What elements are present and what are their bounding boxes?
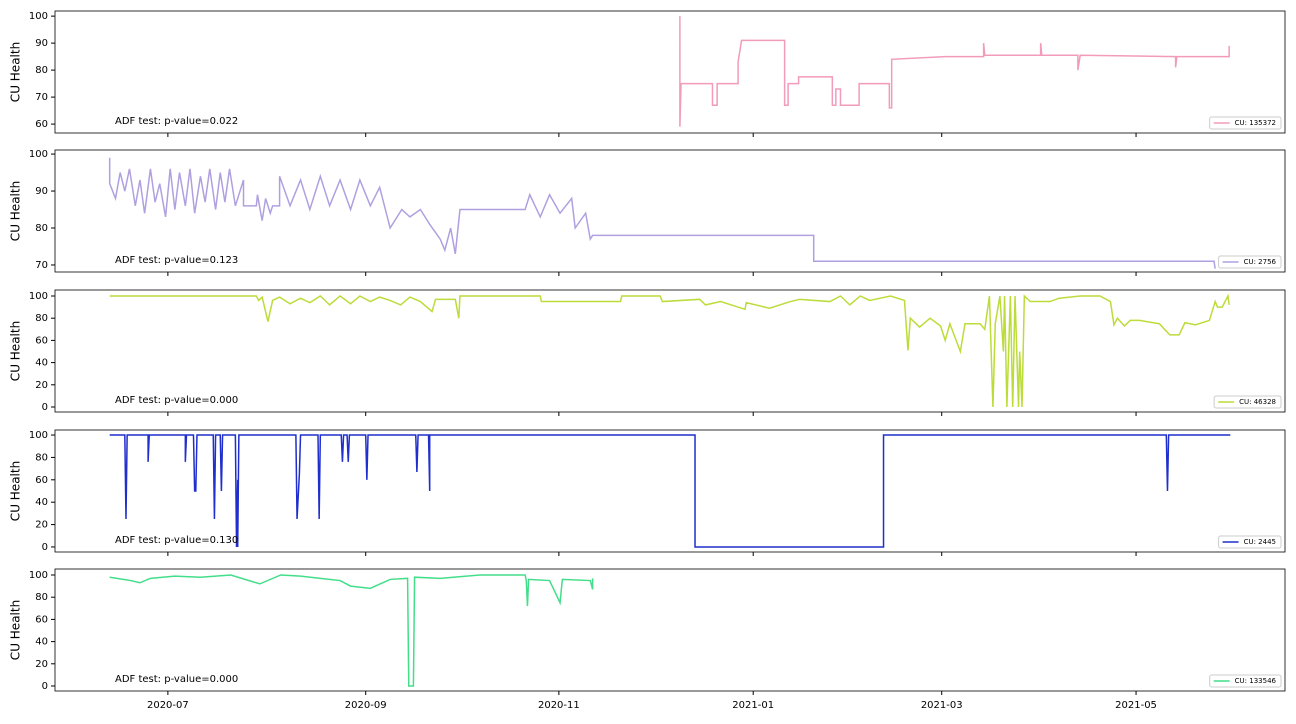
legend-label: CU: 2445 [1244,538,1276,546]
legend: CU: 135372 [1209,116,1282,130]
legend-label: CU: 133546 [1235,677,1277,685]
axes-frame [54,289,1286,413]
y-axis-label: CU Health [9,600,23,660]
data-line [679,16,1230,127]
y-tick-label: 20 [35,380,48,391]
y-tick-label: 100 [29,11,48,22]
annotation: ADF test: p-value=0.000 [115,674,238,685]
y-tick-label: 80 [35,452,48,463]
annotation: ADF test: p-value=0.130 [115,535,238,546]
legend: CU: 46328 [1213,395,1282,409]
y-tick-label: 80 [35,223,48,234]
legend-label: CU: 2756 [1244,258,1277,266]
y-axis-label: CU Health [9,321,23,381]
y-tick-label: 70 [35,260,48,271]
plot-area [679,16,1230,127]
annotation: ADF test: p-value=0.000 [115,395,238,406]
legend-label: CU: 135372 [1235,119,1276,127]
y-tick-label: 80 [35,65,48,76]
legend-box [1209,116,1282,130]
plot-area [108,157,1216,269]
y-tick-label: 0 [42,402,48,413]
y-axis-label: CU Health [9,461,23,521]
legend-box [1218,535,1282,549]
y-tick-label: 70 [35,92,48,103]
x-tick-label: 2020-07 [147,700,189,711]
x-tick-label: 2021-05 [1115,700,1157,711]
axes-frame [54,429,1286,553]
y-tick-label: 0 [42,681,48,692]
y-tick-label: 60 [35,475,48,486]
y-tick-label: 100 [29,430,48,441]
y-tick-label: 60 [35,119,48,130]
legend: CU: 133546 [1209,674,1282,688]
data-line [108,157,1216,269]
x-tick-label: 2020-11 [538,700,580,711]
y-tick-label: 100 [29,570,48,581]
y-tick-label: 0 [42,542,48,553]
y-tick-label: 40 [35,497,48,508]
axes-frame [54,10,1286,134]
legend: CU: 2756 [1218,255,1282,269]
axes-frame [54,568,1286,692]
y-axis-label: CU Health [9,181,23,241]
y-tick-label: 100 [29,149,48,160]
plot-area [109,434,1231,548]
y-tick-label: 20 [35,520,48,531]
data-line [109,434,1231,548]
data-line [109,574,594,687]
y-axis-label: CU Health [9,42,23,102]
y-tick-label: 90 [35,38,48,49]
legend-box [1209,674,1282,688]
plot-area [109,574,594,687]
x-tick-label: 2021-03 [921,700,963,711]
plot-area [109,293,1230,408]
legend: CU: 2445 [1218,535,1282,549]
legend-label: CU: 46328 [1239,398,1276,406]
axes-frame [54,149,1286,273]
annotation: ADF test: p-value=0.022 [115,116,238,127]
annotation: ADF test: p-value=0.123 [115,255,238,266]
x-tick-label: 2021-01 [732,700,774,711]
y-tick-label: 60 [35,335,48,346]
legend-box [1213,395,1282,409]
x-tick-label: 2020-09 [345,700,387,711]
y-tick-label: 40 [35,358,48,369]
y-tick-label: 100 [29,291,48,302]
y-tick-label: 90 [35,186,48,197]
y-tick-label: 20 [35,659,48,670]
data-line [109,293,1230,408]
y-tick-label: 80 [35,313,48,324]
y-tick-label: 60 [35,614,48,625]
legend-box [1218,255,1282,269]
y-tick-label: 80 [35,592,48,603]
y-tick-label: 40 [35,637,48,648]
